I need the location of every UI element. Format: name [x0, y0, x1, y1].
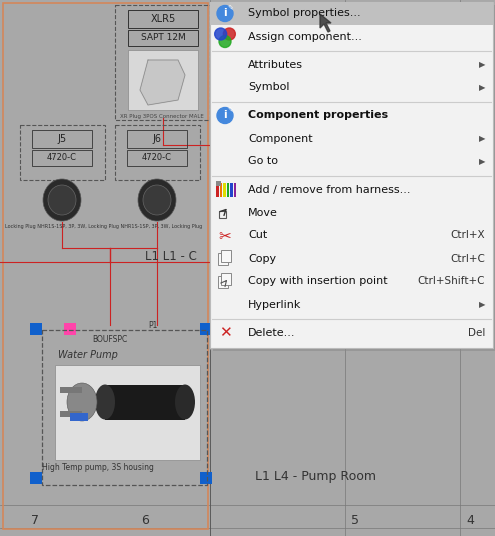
- Ellipse shape: [43, 179, 81, 221]
- Bar: [20, 125, 105, 180]
- Text: J6: J6: [152, 134, 161, 144]
- Bar: [221, 249, 231, 262]
- Bar: [216, 181, 221, 185]
- Text: Ctrl+C: Ctrl+C: [450, 254, 485, 264]
- Text: 4: 4: [466, 513, 474, 526]
- Bar: [128, 10, 198, 28]
- Text: L1 L1 - C: L1 L1 - C: [145, 250, 197, 263]
- Text: Del: Del: [468, 327, 485, 338]
- Text: High Temp pump, 3S housing: High Temp pump, 3S housing: [42, 463, 154, 472]
- Text: ▶: ▶: [479, 157, 485, 166]
- Bar: [128, 30, 198, 46]
- Text: Delete...: Delete...: [248, 327, 296, 338]
- Bar: [55, 365, 200, 460]
- Text: 7: 7: [31, 513, 39, 526]
- Text: ▶: ▶: [479, 300, 485, 309]
- Polygon shape: [140, 60, 185, 105]
- Text: Locking Plug NHR1S-1SP, 3P, 3W, Locking Plug NHR1S-1SP, 3P, 3W, Locking Plug: Locking Plug NHR1S-1SP, 3P, 3W, Locking …: [5, 224, 202, 229]
- Text: Symbol: Symbol: [248, 83, 290, 93]
- Text: Assign component...: Assign component...: [248, 32, 362, 41]
- Text: ▶: ▶: [479, 60, 485, 69]
- Polygon shape: [320, 14, 331, 32]
- Text: 5: 5: [351, 513, 359, 526]
- Bar: [213, 5, 495, 351]
- Text: XLR5: XLR5: [150, 14, 176, 24]
- Text: ✕: ✕: [219, 325, 231, 340]
- Bar: [30, 323, 42, 335]
- Ellipse shape: [67, 383, 97, 421]
- Text: Ctrl+X: Ctrl+X: [450, 230, 485, 241]
- Bar: [115, 125, 200, 180]
- Bar: [210, 2, 493, 348]
- Bar: [218, 276, 228, 287]
- Text: i: i: [223, 9, 227, 19]
- Text: Add / remove from harness...: Add / remove from harness...: [248, 184, 410, 195]
- Text: L1 L4 - Pump Room: L1 L4 - Pump Room: [255, 470, 376, 483]
- Bar: [127, 150, 187, 166]
- Text: XR Plug 3POS Connector MALE: XR Plug 3POS Connector MALE: [120, 114, 204, 119]
- Bar: [210, 2, 493, 25]
- Bar: [30, 472, 42, 484]
- Ellipse shape: [143, 185, 171, 215]
- Bar: [105, 385, 185, 420]
- Bar: [221, 272, 231, 285]
- Bar: [128, 50, 198, 110]
- Text: i: i: [223, 110, 227, 121]
- Bar: [200, 472, 212, 484]
- Bar: [219, 211, 226, 218]
- Text: ▶: ▶: [479, 134, 485, 143]
- Text: P1: P1: [148, 321, 157, 330]
- Bar: [200, 323, 212, 335]
- Text: ✂: ✂: [219, 229, 231, 244]
- Bar: [64, 323, 76, 335]
- Text: Component properties: Component properties: [248, 110, 388, 121]
- Text: Component: Component: [248, 133, 313, 144]
- Text: Symbol properties...: Symbol properties...: [248, 9, 361, 19]
- Circle shape: [219, 35, 231, 48]
- Text: Go to: Go to: [248, 157, 278, 167]
- Ellipse shape: [175, 384, 195, 420]
- Text: Water Pump: Water Pump: [58, 350, 118, 360]
- Circle shape: [217, 108, 233, 123]
- Bar: [219, 182, 222, 197]
- Text: Move: Move: [248, 207, 278, 218]
- Circle shape: [217, 5, 233, 21]
- Text: ✎: ✎: [227, 107, 233, 113]
- Text: J5: J5: [57, 134, 66, 144]
- Circle shape: [223, 28, 235, 40]
- Ellipse shape: [138, 179, 176, 221]
- Text: Attributes: Attributes: [248, 59, 303, 70]
- Bar: [230, 182, 233, 197]
- Bar: [216, 182, 218, 197]
- Bar: [60, 387, 82, 393]
- Text: Copy: Copy: [248, 254, 276, 264]
- Bar: [223, 182, 226, 197]
- Text: 4720-C: 4720-C: [47, 153, 77, 162]
- Text: 6: 6: [141, 513, 149, 526]
- Bar: [42, 330, 207, 485]
- Bar: [227, 182, 229, 197]
- Text: Ctrl+Shift+C: Ctrl+Shift+C: [417, 277, 485, 287]
- Text: BOUFSPC: BOUFSPC: [93, 335, 128, 344]
- Text: 4720-C: 4720-C: [142, 153, 172, 162]
- Text: Hyperlink: Hyperlink: [248, 300, 301, 309]
- Bar: [127, 130, 187, 148]
- Ellipse shape: [95, 384, 115, 420]
- Bar: [32, 150, 92, 166]
- Text: SAPT 12M: SAPT 12M: [141, 33, 185, 42]
- Bar: [3, 3, 208, 529]
- Bar: [234, 182, 236, 197]
- Text: ▶: ▶: [479, 83, 485, 92]
- Bar: [218, 252, 228, 264]
- Bar: [115, 5, 210, 120]
- Text: Copy with insertion point: Copy with insertion point: [248, 277, 388, 287]
- Text: ✎: ✎: [227, 4, 233, 11]
- Bar: [60, 411, 82, 417]
- Text: Cut: Cut: [248, 230, 267, 241]
- Ellipse shape: [48, 185, 76, 215]
- Bar: [32, 130, 92, 148]
- Bar: [70, 413, 88, 421]
- Circle shape: [215, 28, 227, 40]
